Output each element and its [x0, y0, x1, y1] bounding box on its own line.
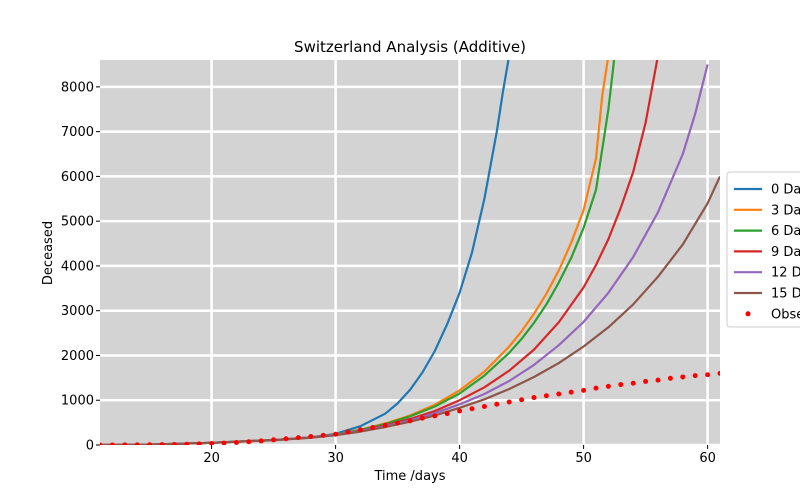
x-tick-label: 60 [699, 451, 716, 466]
legend-label: 9 Da [771, 245, 800, 260]
data-point [295, 435, 301, 441]
data-point [258, 438, 264, 444]
data-point [184, 441, 190, 445]
data-point [692, 373, 698, 379]
data-point [196, 441, 202, 445]
x-gridlines [210, 60, 709, 445]
legend-item: 15 D [734, 287, 800, 302]
y-tick-label: 6000 [61, 170, 94, 185]
data-point [147, 442, 153, 445]
data-point [519, 397, 525, 403]
data-point [122, 442, 128, 445]
data-point [618, 382, 624, 388]
x-tick-label: 30 [327, 451, 344, 466]
legend-item: 3 Da [734, 203, 800, 218]
series-layer [100, 60, 720, 445]
series-line [100, 175, 720, 445]
data-point [233, 439, 239, 445]
y-tick-label: 2000 [61, 349, 94, 364]
data-point [705, 372, 711, 378]
x-tick-label: 50 [575, 451, 592, 466]
data-point [630, 380, 636, 386]
chart-title: Switzerland Analysis (Additive) [294, 38, 526, 56]
y-axis-label: Deceased [41, 221, 56, 285]
x-tick-label: 40 [451, 451, 468, 466]
data-point [271, 437, 277, 443]
y-tick-label: 4000 [61, 259, 94, 274]
data-point [481, 404, 487, 409]
legend-item: 9 Da [734, 245, 800, 260]
data-point [593, 385, 599, 391]
data-point [432, 413, 438, 419]
y-gridlines [100, 85, 720, 447]
data-point [457, 408, 463, 414]
data-point [643, 378, 649, 384]
data-point [494, 401, 500, 407]
data-point [308, 433, 314, 439]
legend-item: 12 D [734, 266, 800, 281]
data-point [680, 374, 686, 380]
data-point [407, 418, 413, 424]
data-point [320, 432, 326, 438]
legend-item: 6 Da [734, 224, 800, 239]
data-point [581, 387, 587, 393]
data-point [419, 415, 425, 421]
data-point [667, 375, 673, 381]
data-point [100, 442, 103, 445]
data-point [717, 370, 720, 376]
y-tick-label: 7000 [61, 125, 94, 140]
legend-label: Obse [771, 307, 800, 322]
data-point [357, 427, 363, 433]
data-point [543, 393, 549, 399]
y-tick-label: 1000 [61, 394, 94, 409]
y-tick-label: 8000 [61, 80, 94, 95]
legend-label: 12 D [771, 266, 800, 281]
y-axis: 0 1000 2000 3000 4000 5000 6000 7000 8000 [61, 80, 100, 454]
data-point [568, 389, 574, 395]
data-point [209, 441, 215, 445]
data-point [382, 422, 388, 428]
y-tick-label: 3000 [61, 304, 94, 319]
series-6 [100, 370, 720, 445]
data-point [333, 431, 339, 437]
legend-label: 15 D [771, 287, 800, 302]
series-5 [100, 175, 720, 445]
data-point [444, 411, 450, 417]
data-point [283, 436, 289, 442]
data-point [469, 406, 475, 412]
x-axis: 20 30 40 50 60 [203, 445, 716, 466]
legend-label: 3 Da [771, 203, 800, 218]
data-point [395, 420, 401, 426]
legend: 0 Da 3 Da 6 Da 9 Da 12 D 15 D Obse [726, 171, 800, 328]
data-point [605, 383, 611, 389]
legend-item: 0 Da [734, 183, 800, 198]
legend-swatch [745, 311, 751, 317]
data-point [109, 442, 115, 445]
data-point [171, 441, 177, 445]
data-point [370, 425, 376, 431]
y-tick-label: 5000 [61, 215, 94, 230]
y-tick-label: 0 [86, 439, 94, 454]
data-point [506, 399, 512, 405]
data-point [221, 440, 227, 445]
data-point [556, 391, 562, 397]
data-point [531, 395, 537, 401]
x-axis-label: Time /days [373, 469, 445, 484]
data-point [134, 442, 140, 445]
data-point [246, 439, 252, 445]
legend-item: Obse [745, 307, 800, 322]
data-point [345, 429, 351, 435]
data-point [159, 442, 165, 445]
data-point [655, 377, 661, 383]
legend-label: 0 Da [771, 183, 800, 198]
x-tick-label: 20 [203, 451, 220, 466]
legend-label: 6 Da [771, 224, 800, 239]
plot-background [100, 60, 720, 445]
